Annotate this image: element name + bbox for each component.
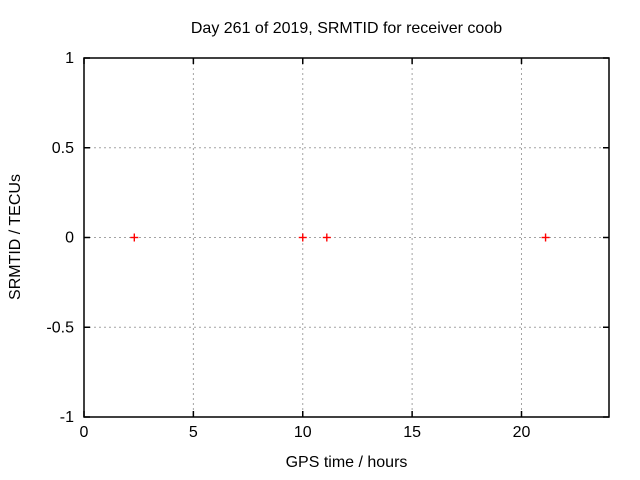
y-tick-label: 0 bbox=[65, 230, 74, 247]
x-tick-label: 20 bbox=[513, 424, 531, 441]
x-tick-label: 10 bbox=[294, 424, 312, 441]
y-tick-label: 0.5 bbox=[52, 140, 74, 157]
y-tick-label: -0.5 bbox=[46, 319, 74, 336]
chart-title: Day 261 of 2019, SRMTID for receiver coo… bbox=[190, 20, 503, 37]
y-tick-label: -1 bbox=[60, 409, 74, 426]
x-axis-label: GPS time / hours bbox=[285, 454, 408, 471]
y-tick-label: 1 bbox=[65, 50, 74, 67]
x-tick-label: 5 bbox=[189, 424, 198, 441]
x-tick-label: 0 bbox=[80, 424, 89, 441]
x-tick-label: 15 bbox=[403, 424, 421, 441]
